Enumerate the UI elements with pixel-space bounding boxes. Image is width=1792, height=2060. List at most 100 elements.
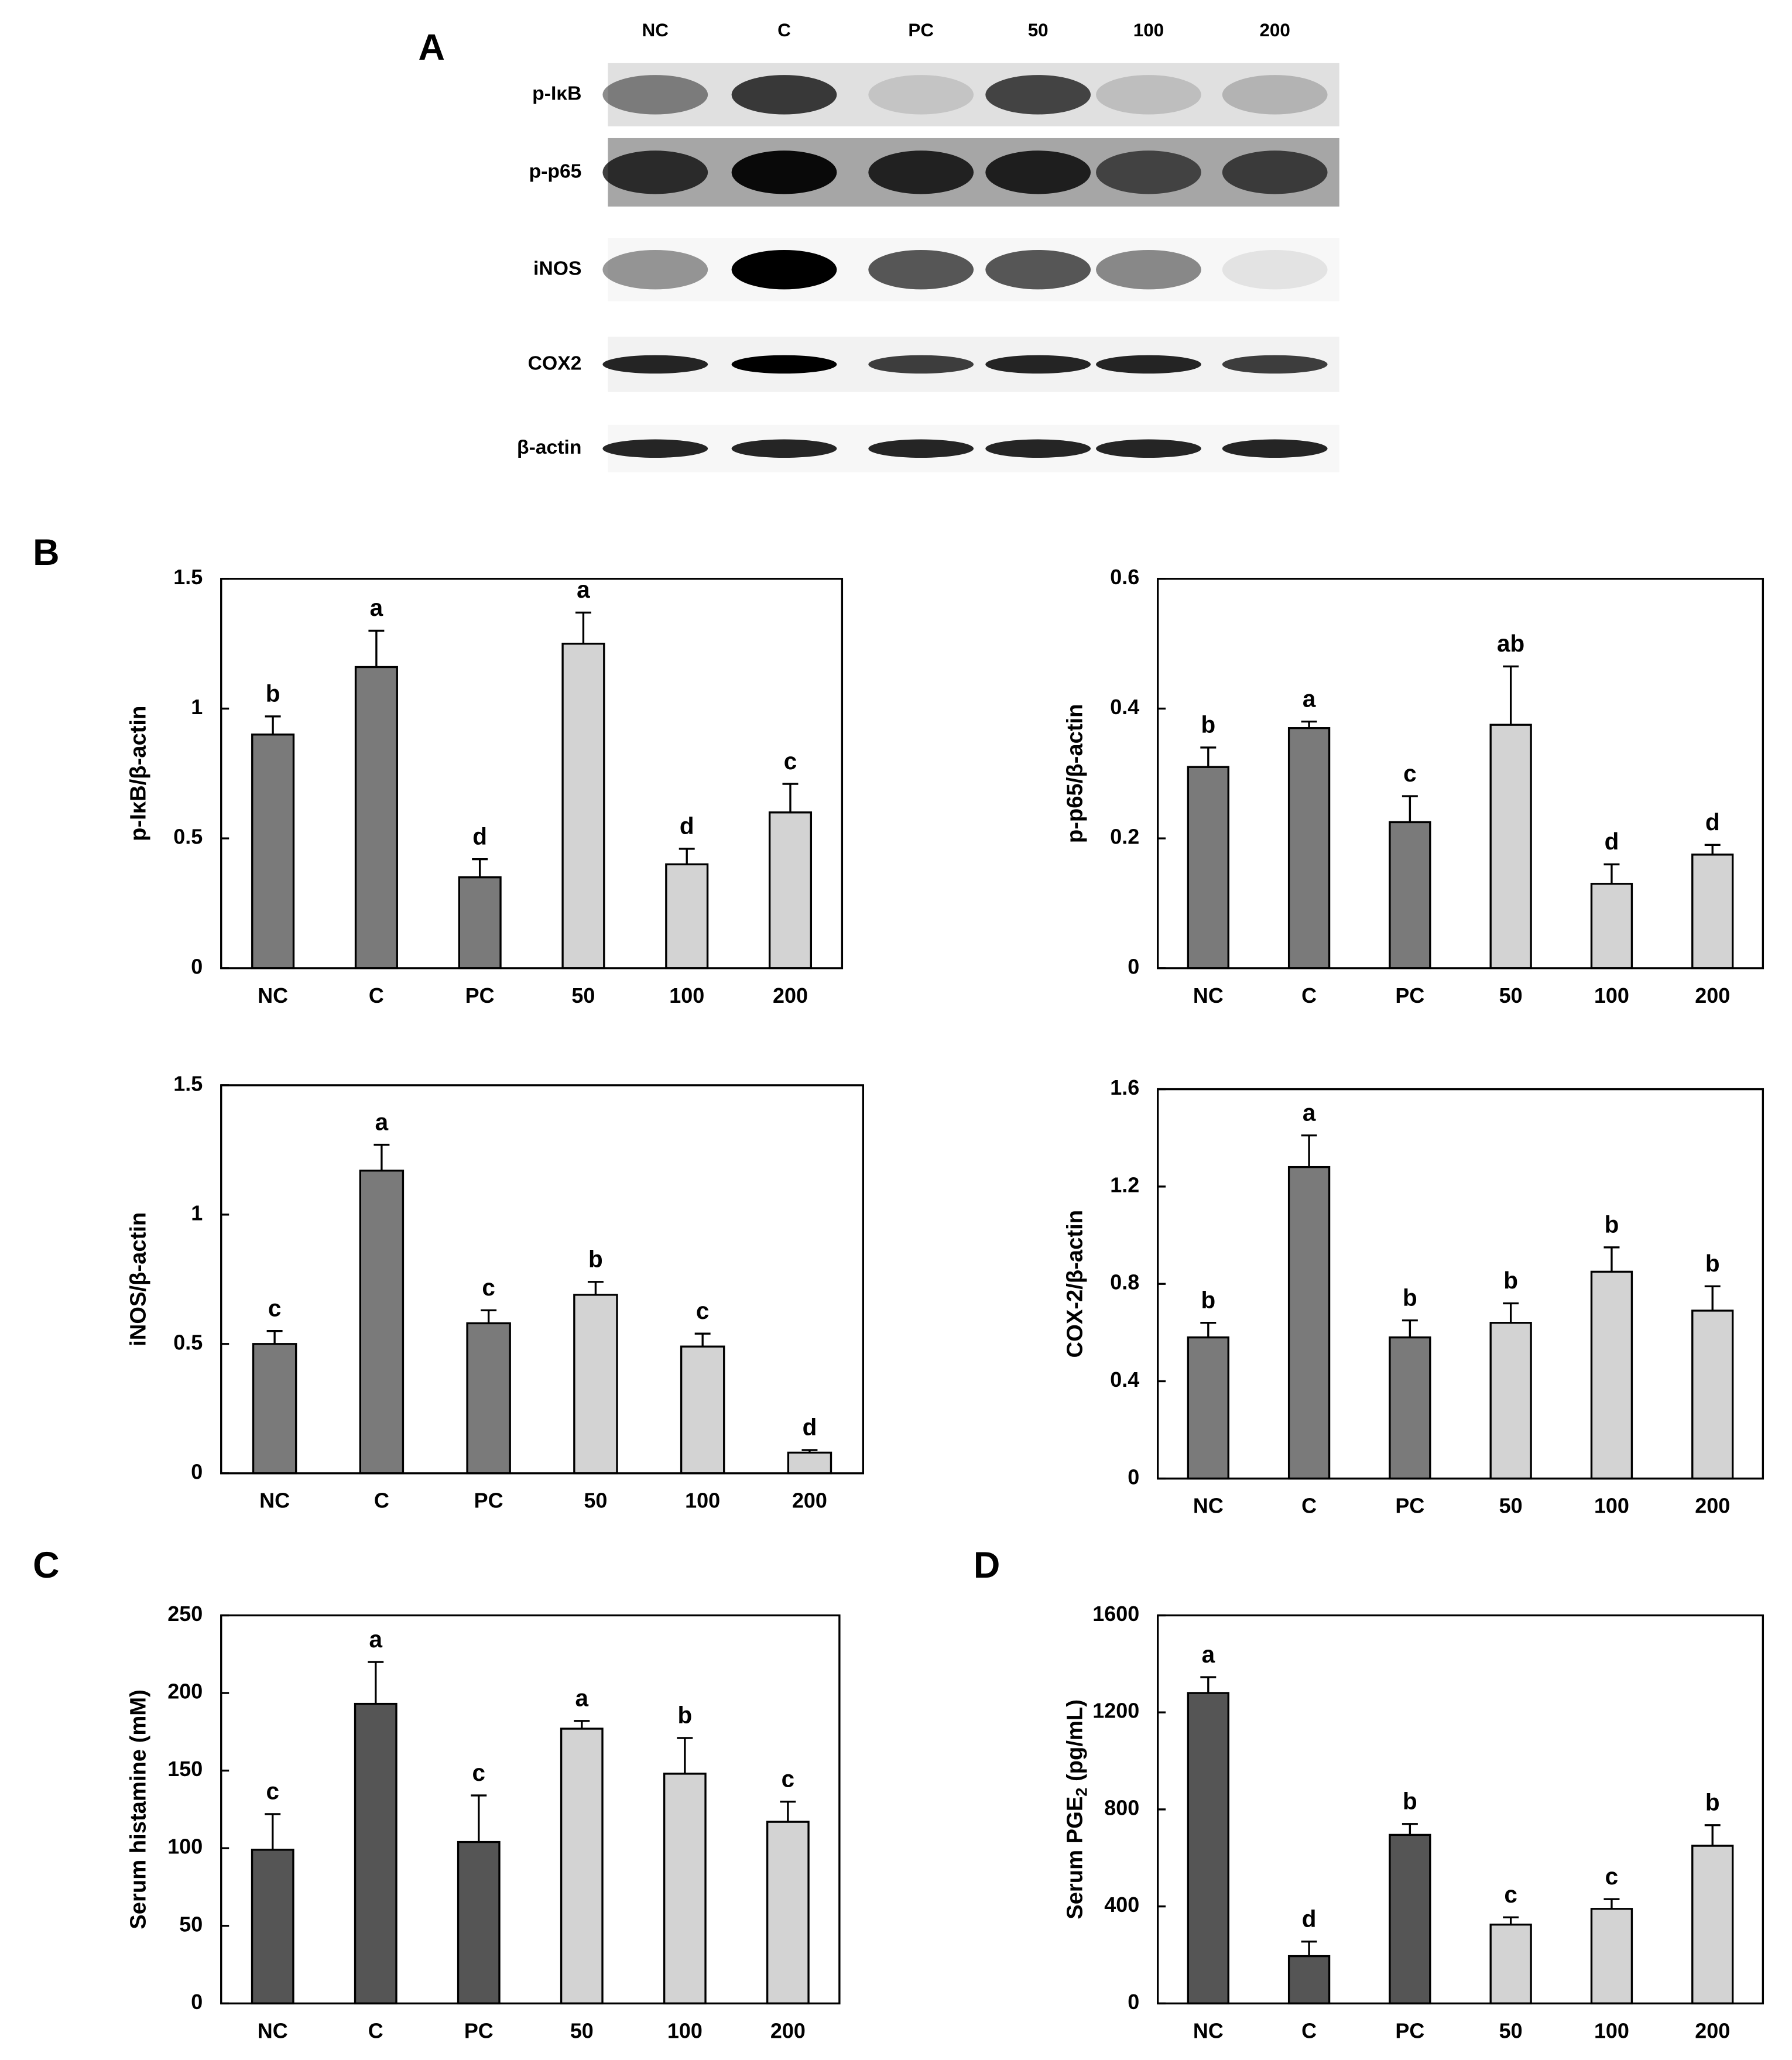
lane-label: PC	[908, 20, 934, 40]
bar	[252, 1343, 297, 1475]
bar	[1287, 727, 1331, 969]
y-tick-label: 0.8	[1110, 1270, 1139, 1294]
y-tick-label: 1200	[1092, 1699, 1139, 1723]
y-tick-label: 1.5	[173, 565, 203, 589]
bar	[573, 1294, 618, 1475]
y-tick-label: 1	[191, 695, 203, 719]
significance-letter: d	[472, 822, 487, 849]
x-tick-label: 100	[1594, 2018, 1629, 2042]
blot-band	[1096, 249, 1201, 290]
y-tick-label: 1.2	[1110, 1173, 1139, 1197]
plot-frame	[1156, 578, 1764, 969]
bar	[665, 863, 709, 969]
significance-letter: a	[370, 594, 383, 621]
panel-label: B	[33, 532, 59, 573]
blot-band	[602, 249, 708, 290]
significance-letter: c	[1504, 1881, 1517, 1908]
significance-letter: b	[1403, 1788, 1417, 1815]
blot-band	[1096, 439, 1201, 458]
bar	[1489, 1924, 1532, 2005]
significance-letter: c	[784, 748, 797, 774]
x-tick-label: 50	[584, 1489, 607, 1513]
significance-letter: a	[1202, 1641, 1215, 1668]
bar	[1691, 1310, 1734, 1480]
significance-letter: c	[782, 1765, 795, 1792]
blot-band	[602, 355, 708, 374]
bar	[1287, 1955, 1331, 2005]
blot-band	[602, 150, 708, 194]
blot-band	[985, 249, 1091, 290]
y-tick-label: 50	[179, 1912, 203, 1936]
significance-letter: d	[1605, 828, 1619, 855]
significance-letter: c	[1403, 760, 1417, 787]
bar	[1187, 766, 1229, 969]
blot-band	[731, 150, 837, 194]
bar	[663, 1773, 707, 2005]
bar	[458, 876, 502, 969]
x-tick-label: NC	[1193, 983, 1224, 1007]
blot-band	[731, 249, 837, 290]
significance-letter: c	[696, 1297, 710, 1324]
x-tick-label: 200	[770, 2018, 806, 2042]
bar	[1389, 1833, 1431, 2005]
significance-letter: c	[266, 1778, 279, 1805]
x-tick-label: 100	[1594, 983, 1629, 1007]
blot-band	[985, 150, 1091, 194]
bar	[1691, 1845, 1734, 2005]
y-tick-label: 800	[1104, 1795, 1139, 1819]
significance-letter: a	[1303, 685, 1316, 712]
x-tick-label: C	[1301, 1494, 1317, 1518]
significance-letter: b	[1201, 1286, 1215, 1313]
blot-band	[985, 75, 1091, 115]
x-tick-label: 200	[792, 1489, 827, 1513]
blot-band	[1222, 355, 1328, 374]
blot-band	[602, 75, 708, 115]
x-tick-label: PC	[1395, 983, 1424, 1007]
x-tick-label: 50	[1499, 1494, 1523, 1518]
bar	[1691, 854, 1734, 969]
y-axis-label: p-p65/β-actin	[1062, 704, 1087, 844]
x-tick-label: NC	[1193, 2018, 1224, 2042]
significance-letter: c	[268, 1294, 282, 1321]
bar	[1489, 1322, 1532, 1480]
bar	[1489, 724, 1532, 969]
y-tick-label: 1	[191, 1201, 203, 1225]
significance-letter: d	[1302, 1905, 1317, 1932]
y-tick-label: 0.5	[173, 1330, 203, 1354]
lane-label: 200	[1259, 20, 1290, 40]
blot-band	[868, 439, 974, 458]
significance-letter: c	[472, 1759, 486, 1786]
x-tick-label: NC	[258, 2018, 288, 2042]
y-tick-label: 0	[191, 954, 203, 978]
significance-letter: b	[1201, 711, 1215, 738]
x-tick-label: C	[1301, 2018, 1317, 2042]
y-tick-label: 1.5	[173, 1071, 203, 1095]
x-tick-label: PC	[464, 2018, 494, 2042]
significance-letter: b	[1705, 1250, 1720, 1277]
blot-band	[868, 75, 974, 115]
lane-label: C	[777, 20, 791, 40]
x-tick-label: 50	[571, 983, 595, 1007]
plot-frame	[220, 578, 844, 969]
protein-label: COX2	[528, 352, 582, 374]
x-tick-label: 100	[667, 2018, 703, 2042]
protein-label: iNOS	[533, 258, 581, 280]
blot-band	[985, 439, 1091, 458]
significance-letter: b	[266, 680, 280, 707]
y-tick-label: 0	[191, 1990, 203, 2014]
significance-letter: d	[803, 1414, 817, 1441]
x-tick-label: 50	[1499, 983, 1523, 1007]
bar	[1389, 821, 1431, 969]
blot-band	[602, 439, 708, 458]
y-tick-label: 1600	[1092, 1602, 1139, 1626]
significance-letter: ab	[1497, 630, 1524, 657]
x-tick-label: 200	[773, 983, 808, 1007]
significance-letter: d	[1705, 808, 1720, 835]
bar	[1287, 1166, 1331, 1480]
y-tick-label: 0.6	[1110, 565, 1139, 589]
y-tick-label: 1.6	[1110, 1075, 1139, 1099]
y-tick-label: 0	[191, 1459, 203, 1483]
significance-letter: c	[482, 1274, 495, 1301]
bar	[251, 1849, 294, 2005]
